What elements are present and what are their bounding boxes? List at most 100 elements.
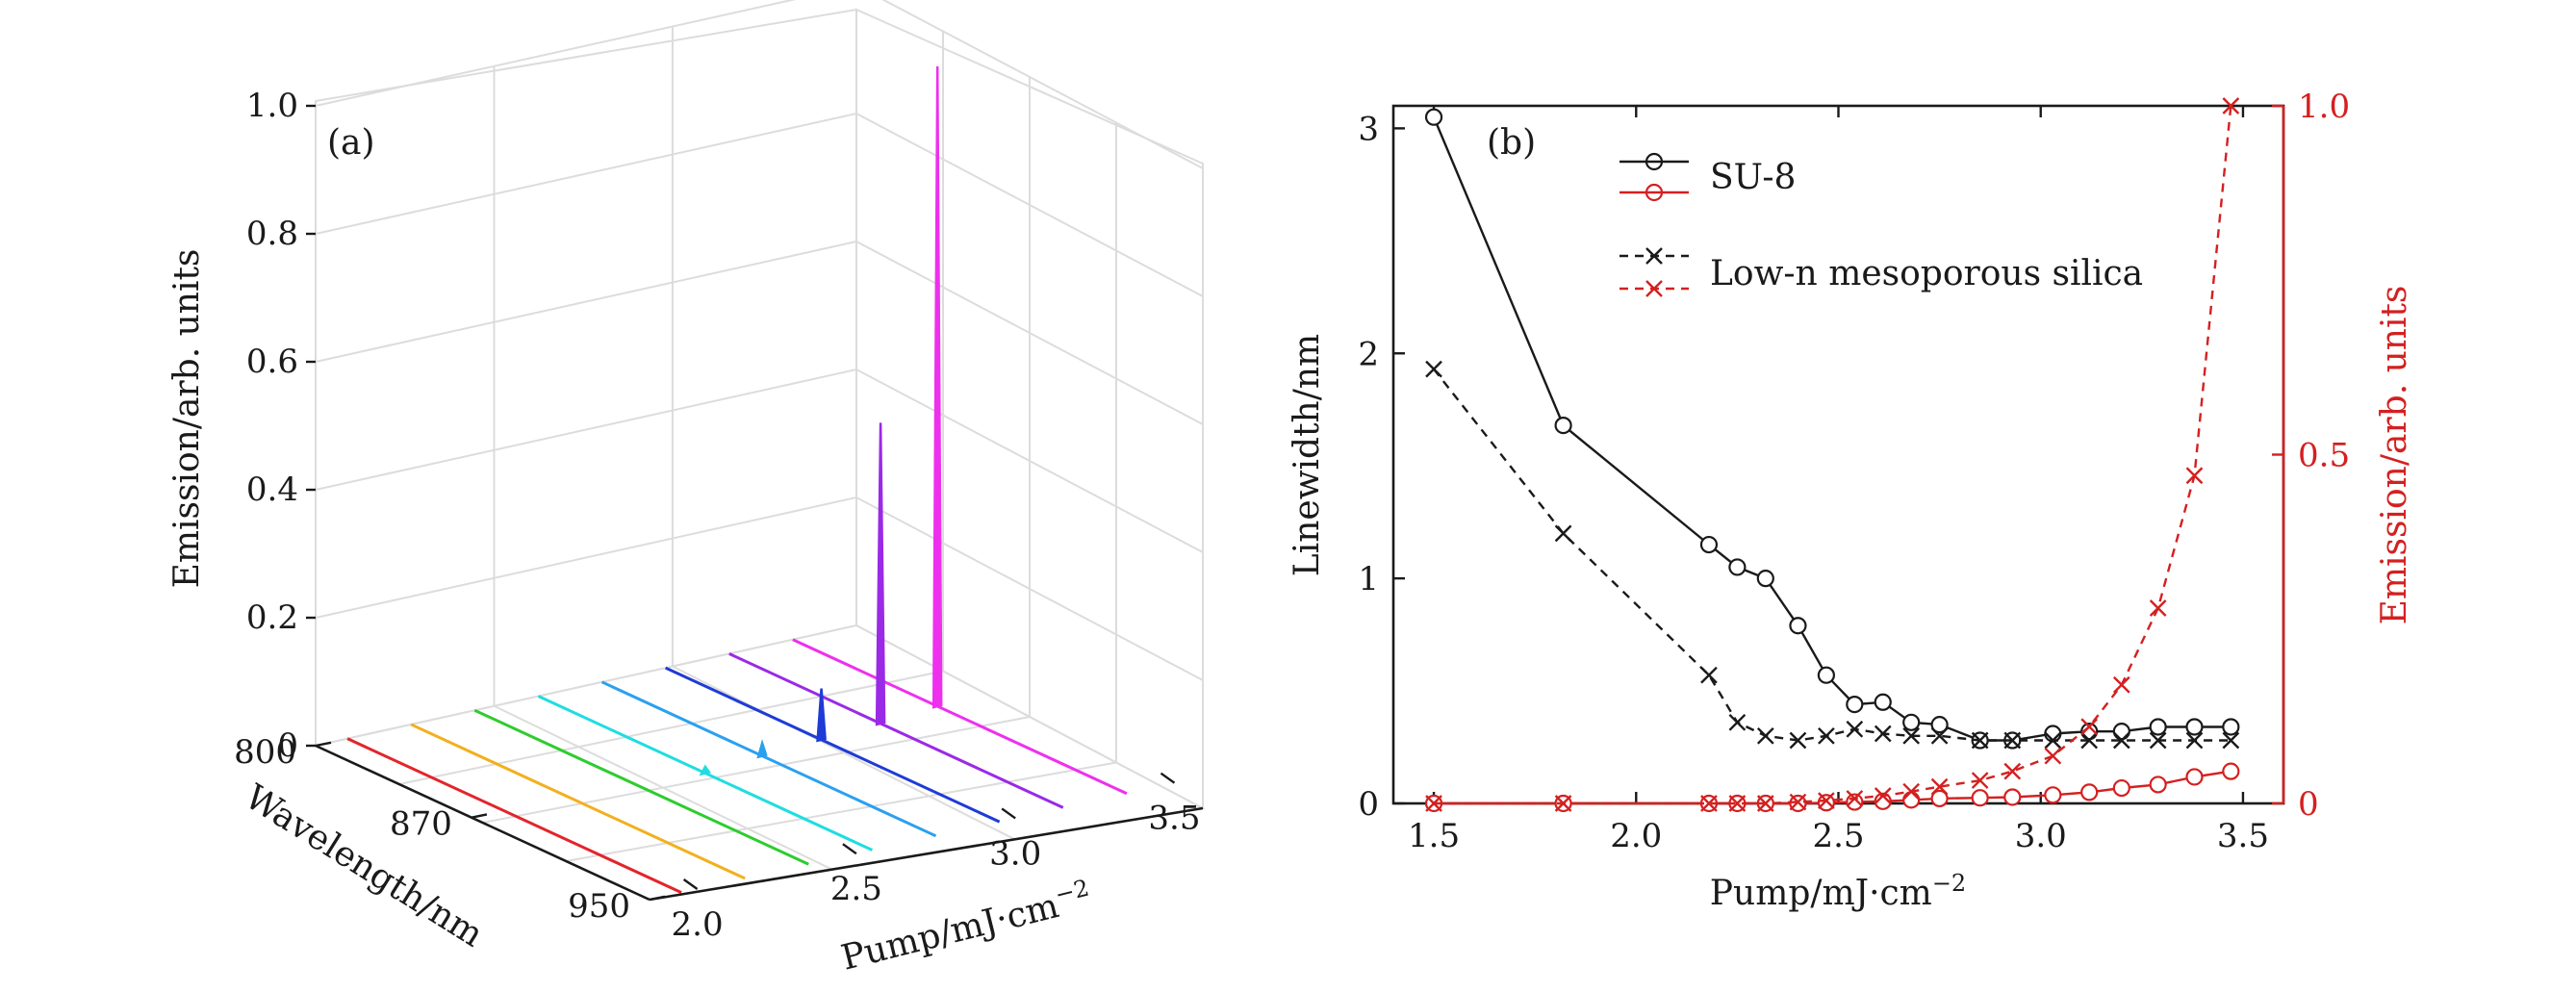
data-point (1930, 726, 1949, 745)
z-tick-label: 0.6 (246, 343, 298, 381)
x-tick-label: 1.5 (1408, 817, 1460, 855)
panel-b-x-label-sup: −2 (1932, 870, 1966, 897)
spectrum-trace (665, 666, 1001, 824)
z-tick-label: 1.0 (246, 87, 298, 125)
data-point (2149, 776, 2167, 794)
data-point (2222, 97, 2240, 114)
panel-b-series (1424, 97, 2240, 813)
z-tick-label: 0.4 (246, 471, 298, 509)
pump-tick-label: 2.5 (830, 870, 882, 908)
data-point (1789, 793, 1807, 811)
spectrum-trace (410, 723, 746, 880)
panel-a-pump-tick-labels: 2.0 2.5 3.0 3.5 (672, 772, 1201, 944)
panel-b-plot-frame (1391, 104, 2285, 805)
floor-gridline (398, 670, 944, 785)
legend-label-su8: SU-8 (1710, 158, 1796, 197)
pump-tick (1160, 772, 1176, 784)
pump-tick-label: 2.0 (672, 905, 724, 944)
panel-b-2d-chart: 1.5 2.0 2.5 3.0 3.5 0 1 2 3 0 0.5 1.0 (b) Linewid… (1288, 88, 2414, 913)
z-tick-label: 0.8 (246, 215, 298, 253)
wavelength-tick-label: 870 (390, 805, 452, 844)
x-tick-label: 2.5 (1812, 817, 1864, 855)
panel-b-y-axis-label: Linewidth/nm (1288, 334, 1327, 576)
data-point (1846, 720, 1864, 738)
data-point (2080, 718, 2099, 736)
wavelength-tick (471, 813, 488, 819)
panel-a-z-axis-label: Emission/arb. units (167, 249, 207, 589)
y-tick-label: 0 (1358, 785, 1379, 824)
spectrum-trace (600, 680, 937, 838)
panel-a-z-tick-labels: 0 0.2 0.4 0.6 0.8 1.0 (246, 87, 316, 765)
data-point (1846, 695, 1864, 714)
x-tick-label: 3.0 (2015, 817, 2067, 855)
data-point (2003, 731, 2022, 750)
y2-tick-label: 0 (2298, 785, 2319, 824)
x-tick-label: 2.0 (1610, 817, 1662, 855)
wavelength-axis-line (315, 744, 650, 902)
panel-a-wavelength-axis-label: Wavelength/nm (238, 777, 490, 955)
data-point (1554, 524, 1572, 543)
x-tick-label: 3.5 (2217, 817, 2269, 855)
data-point (1846, 793, 1864, 811)
wavelength-tick (649, 895, 666, 902)
data-point (2044, 786, 2062, 804)
data-point (2003, 762, 2022, 780)
spectrum-trace (728, 652, 1064, 809)
data-point (2044, 731, 2062, 750)
spectrum-peak (756, 738, 768, 759)
z-tick-label: 0 (277, 726, 298, 765)
data-point (1902, 713, 1921, 731)
y-tick-label: 1 (1358, 560, 1379, 598)
data-point (2149, 731, 2167, 750)
wavelength-tick-label: 950 (568, 887, 630, 926)
data-point (2080, 731, 2099, 750)
panel-b-y2-axis-label: Emission/arb. units (2375, 286, 2414, 625)
panel-a-label: (a) (327, 123, 375, 163)
data-point (2222, 731, 2240, 750)
panel-b-x-ticks: 1.5 2.0 2.5 3.0 3.5 (1408, 106, 2269, 855)
data-point (1424, 108, 1443, 126)
series-line (1433, 368, 2232, 742)
pump-axis-line (649, 806, 1204, 902)
data-point (2112, 723, 2130, 741)
panel-b-x-label-main: Pump/mJ·cm (1710, 874, 1932, 913)
data-point (2044, 747, 2062, 765)
data-point (1700, 795, 1718, 812)
data-point (1756, 726, 1774, 745)
panel-a-wavelength-tick-labels: 800 870 950 (234, 733, 666, 926)
wavelength-tick-label: 800 (234, 733, 296, 772)
data-point (1874, 693, 1892, 711)
z-tick-label: 0.2 (246, 598, 298, 637)
legend-entry-su8: SU-8 (1620, 152, 1796, 202)
floor-gridline (566, 761, 1117, 862)
data-point (1818, 726, 1835, 745)
back-wall-left (315, 8, 857, 748)
data-point (1756, 570, 1774, 588)
data-point (1699, 535, 1719, 554)
data-point (1728, 558, 1747, 576)
data-point (1728, 795, 1747, 812)
data-point (1874, 725, 1892, 743)
z-gridline (315, 368, 1204, 553)
legend-entry-mesoporous-silica: Low-n mesoporous silica (1620, 247, 2143, 297)
data-point (2185, 718, 2204, 736)
y2-tick-label: 1.0 (2298, 88, 2350, 126)
pump-tick-label: 3.5 (1148, 800, 1200, 838)
spectrum-peak (816, 688, 827, 743)
z-gridline (315, 112, 1204, 297)
data-point (1971, 789, 1989, 807)
spectrum-trace (792, 638, 1128, 796)
spectrum-peak (931, 65, 943, 709)
panel-b-x-axis-label: Pump/mJ·cm−2 (1710, 870, 1966, 913)
data-point (1971, 772, 1989, 789)
series-low-n-mesoporous-silica-emission (1425, 97, 2240, 812)
data-point (1971, 731, 1989, 750)
data-point (2222, 762, 2240, 780)
y-tick-label: 2 (1358, 335, 1379, 373)
series-su-8-linewidth (1424, 108, 2240, 750)
spectrum-peak (875, 422, 886, 726)
y-tick-label: 3 (1358, 110, 1379, 148)
wavelength-tick (315, 741, 332, 748)
panel-b-y-ticks: 0 1 2 3 (1358, 110, 1405, 824)
